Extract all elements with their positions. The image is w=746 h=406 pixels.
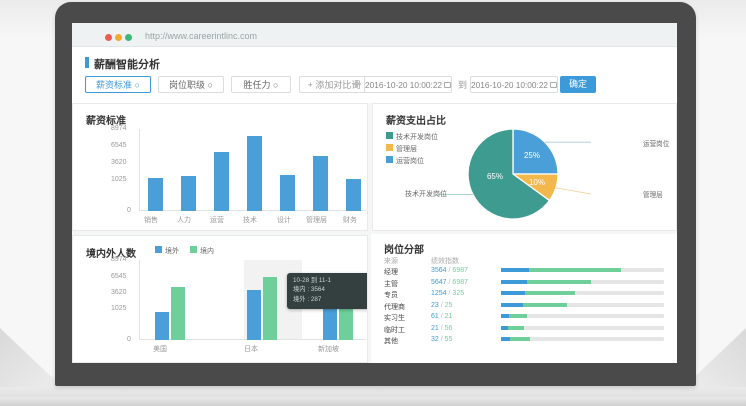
svg-text:25%: 25% [524, 151, 540, 160]
svg-text:10%: 10% [529, 178, 545, 187]
svg-text:65%: 65% [487, 172, 503, 181]
